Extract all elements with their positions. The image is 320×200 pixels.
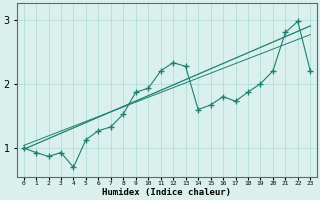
X-axis label: Humidex (Indice chaleur): Humidex (Indice chaleur) [102,188,231,197]
